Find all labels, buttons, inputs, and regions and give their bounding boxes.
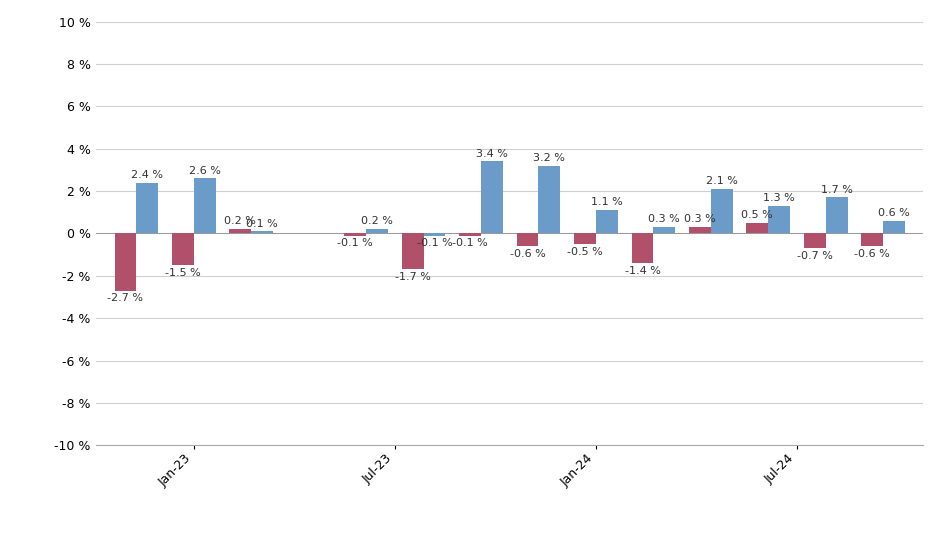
Text: -0.1 %: -0.1 % — [337, 238, 373, 249]
Bar — [632, 233, 653, 263]
Text: 0.3 %: 0.3 % — [684, 214, 715, 224]
Text: 0.6 %: 0.6 % — [878, 208, 910, 218]
Bar — [746, 223, 768, 233]
Bar — [460, 233, 481, 235]
Bar — [481, 162, 503, 233]
Text: -0.7 %: -0.7 % — [797, 251, 833, 261]
Text: 0.1 %: 0.1 % — [246, 218, 278, 229]
Bar — [367, 229, 388, 233]
Bar — [424, 233, 446, 235]
Text: -1.4 %: -1.4 % — [624, 266, 661, 276]
Bar — [517, 233, 539, 246]
Text: -1.5 %: -1.5 % — [165, 268, 201, 278]
Bar — [539, 166, 560, 233]
Bar — [136, 183, 158, 233]
Bar — [689, 227, 711, 233]
Text: 2.6 %: 2.6 % — [189, 166, 221, 175]
Text: -1.7 %: -1.7 % — [395, 272, 431, 282]
Bar — [653, 227, 675, 233]
Bar — [825, 197, 848, 233]
Bar — [596, 210, 618, 233]
Text: 3.2 %: 3.2 % — [534, 153, 565, 163]
Bar — [194, 178, 215, 233]
Text: 1.3 %: 1.3 % — [763, 193, 795, 203]
Bar — [883, 221, 905, 233]
Text: 1.7 %: 1.7 % — [821, 185, 853, 195]
Text: 2.4 %: 2.4 % — [132, 170, 164, 180]
Bar — [344, 233, 367, 235]
Bar — [115, 233, 136, 290]
Text: -0.1 %: -0.1 % — [416, 238, 452, 249]
Bar — [172, 233, 194, 265]
Text: 1.1 %: 1.1 % — [591, 197, 622, 207]
Text: 0.2 %: 0.2 % — [225, 217, 257, 227]
Bar — [768, 206, 791, 233]
Bar — [229, 229, 251, 233]
Text: 0.3 %: 0.3 % — [649, 214, 681, 224]
Bar — [574, 233, 596, 244]
Bar — [251, 232, 274, 233]
Text: 0.5 %: 0.5 % — [742, 210, 774, 220]
Text: 2.1 %: 2.1 % — [706, 176, 738, 186]
Text: 0.2 %: 0.2 % — [361, 217, 393, 227]
Bar — [711, 189, 732, 233]
Text: -0.5 %: -0.5 % — [567, 247, 603, 257]
Bar — [804, 233, 825, 248]
Text: -0.6 %: -0.6 % — [854, 249, 890, 259]
Text: -2.7 %: -2.7 % — [107, 293, 144, 304]
Text: -0.1 %: -0.1 % — [452, 238, 488, 249]
Text: 3.4 %: 3.4 % — [476, 148, 508, 159]
Bar — [861, 233, 883, 246]
Text: -0.6 %: -0.6 % — [509, 249, 545, 259]
Bar — [401, 233, 424, 270]
